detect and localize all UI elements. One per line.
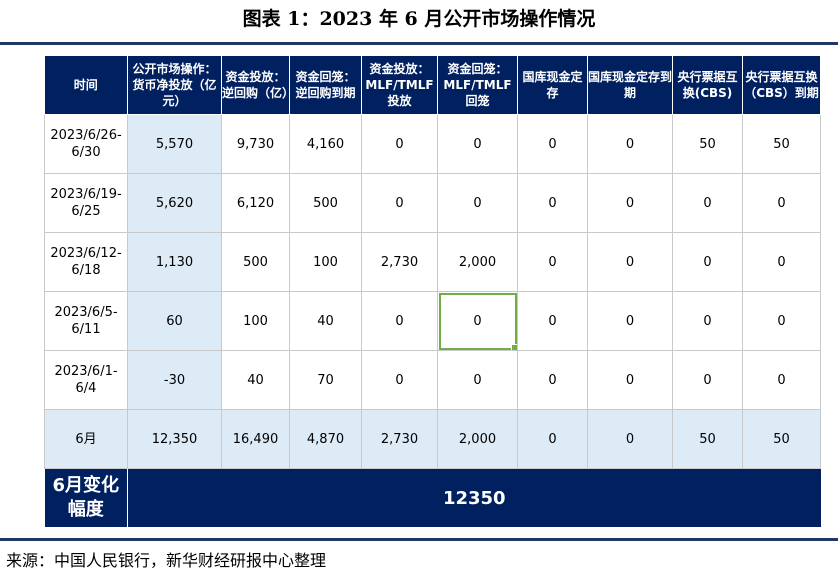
table-cell[interactable]: 50 xyxy=(742,409,821,469)
source-note: 来源：中国人民银行，新华财经研报中心整理 xyxy=(6,551,327,570)
table-cell[interactable]: 0 xyxy=(742,232,821,292)
table-cell[interactable]: 12,350 xyxy=(127,409,222,469)
table-row: 2023/6/26-6/30 5,570 9,730 4,160 0 0 0 0… xyxy=(44,114,821,174)
header-net-injection: 公开市场操作：货币净投放（亿元） xyxy=(127,56,222,115)
footer-row: 6月变化幅度 12350 xyxy=(44,468,821,527)
header-treasury-deposit-maturity: 国库现金定存到期 xyxy=(587,56,673,115)
table-cell[interactable]: 0 xyxy=(361,291,438,351)
fill-handle[interactable] xyxy=(511,344,517,350)
page-title: 图表 1：2023 年 6 月公开市场操作情况 xyxy=(242,8,596,30)
table-cell[interactable]: 2,000 xyxy=(437,409,518,469)
table-cell[interactable]: 1,130 xyxy=(127,232,222,292)
operations-table: 时间 公开市场操作：货币净投放（亿元） 资金投放：逆回购（亿） 资金回笼：逆回购… xyxy=(44,56,821,527)
table-cell[interactable]: 500 xyxy=(221,232,290,292)
table-cell[interactable]: 5,570 xyxy=(127,114,222,174)
table-cell[interactable]: 0 xyxy=(587,173,673,233)
table-cell[interactable]: 50 xyxy=(742,114,821,174)
top-rule xyxy=(0,42,838,45)
table-cell[interactable]: 0 xyxy=(587,350,673,410)
table-cell[interactable]: 50 xyxy=(672,114,743,174)
table-cell[interactable]: 16,490 xyxy=(221,409,290,469)
table-cell[interactable]: 70 xyxy=(289,350,362,410)
table-cell[interactable]: 6,120 xyxy=(221,173,290,233)
header-reverse-repo-injection: 资金投放：逆回购（亿） xyxy=(221,56,290,115)
table-row: 2023/6/19-6/25 5,620 6,120 500 0 0 0 0 0… xyxy=(44,173,821,233)
table-cell[interactable]: 0 xyxy=(587,232,673,292)
header-cbs-maturity: 央行票据互换（CBS）到期 xyxy=(742,56,821,115)
table-cell[interactable]: 0 xyxy=(742,291,821,351)
header-time: 时间 xyxy=(44,56,128,115)
table-cell[interactable]: 0 xyxy=(361,173,438,233)
table-row: 2023/6/12-6/18 1,130 500 100 2,730 2,000… xyxy=(44,232,821,292)
table-cell-value: 0 xyxy=(473,313,482,329)
table-cell[interactable]: 0 xyxy=(672,173,743,233)
bottom-rule xyxy=(0,538,838,541)
table-cell[interactable]: 0 xyxy=(437,173,518,233)
table-cell[interactable]: 0 xyxy=(517,232,588,292)
table-cell[interactable]: 0 xyxy=(587,291,673,351)
table-cell[interactable]: 0 xyxy=(672,232,743,292)
table-cell[interactable]: 0 xyxy=(587,114,673,174)
header-cbs: 央行票据互换(CBS) xyxy=(672,56,743,115)
table-cell[interactable]: 2,730 xyxy=(361,232,438,292)
table-cell[interactable]: 100 xyxy=(221,291,290,351)
table-cell[interactable]: 0 xyxy=(361,114,438,174)
footer-label: 6月变化幅度 xyxy=(44,468,128,527)
header-mlf-injection: 资金投放：MLF/TMLF投放 xyxy=(361,56,438,115)
header-reverse-repo-maturity: 资金回笼：逆回购到期 xyxy=(289,56,362,115)
table-cell[interactable]: 2023/6/1-6/4 xyxy=(44,350,128,410)
header-mlf-withdrawal: 资金回笼：MLF/TMLF回笼 xyxy=(437,56,518,115)
table-row-total: 6月 12,350 16,490 4,870 2,730 2,000 0 0 5… xyxy=(44,409,821,469)
table-cell[interactable]: 0 xyxy=(672,291,743,351)
table-cell[interactable]: 6月 xyxy=(44,409,128,469)
table-cell[interactable]: 0 xyxy=(517,114,588,174)
table-cell[interactable]: 0 xyxy=(437,350,518,410)
table-cell[interactable]: 9,730 xyxy=(221,114,290,174)
table-cell[interactable]: 2023/6/26-6/30 xyxy=(44,114,128,174)
header-row: 时间 公开市场操作：货币净投放（亿元） 资金投放：逆回购（亿） 资金回笼：逆回购… xyxy=(44,56,821,115)
table-cell[interactable]: 0 xyxy=(437,114,518,174)
header-treasury-deposit: 国库现金定存 xyxy=(517,56,588,115)
table-cell[interactable]: 40 xyxy=(221,350,290,410)
selected-cell[interactable]: 0 xyxy=(437,291,518,351)
table-cell[interactable]: 0 xyxy=(517,350,588,410)
table-cell[interactable]: 4,160 xyxy=(289,114,362,174)
table-cell[interactable]: 100 xyxy=(289,232,362,292)
table-cell[interactable]: 0 xyxy=(742,173,821,233)
table-row: 2023/6/1-6/4 -30 40 70 0 0 0 0 0 0 xyxy=(44,350,821,410)
table-cell[interactable]: 40 xyxy=(289,291,362,351)
table-cell[interactable]: -30 xyxy=(127,350,222,410)
footer-value: 12350 xyxy=(127,468,821,527)
table-cell[interactable]: 0 xyxy=(672,350,743,410)
table-cell[interactable]: 50 xyxy=(672,409,743,469)
table-cell[interactable]: 2023/6/19-6/25 xyxy=(44,173,128,233)
table-cell[interactable]: 0 xyxy=(517,173,588,233)
table-cell[interactable]: 2023/6/5-6/11 xyxy=(44,291,128,351)
table-cell[interactable]: 0 xyxy=(517,409,588,469)
table-cell[interactable]: 500 xyxy=(289,173,362,233)
table-cell[interactable]: 0 xyxy=(517,291,588,351)
table-cell[interactable]: 2023/6/12-6/18 xyxy=(44,232,128,292)
table-row: 2023/6/5-6/11 60 100 40 0 0 0 0 0 0 xyxy=(44,291,821,351)
table-cell[interactable]: 0 xyxy=(742,350,821,410)
table-cell[interactable]: 60 xyxy=(127,291,222,351)
table-cell[interactable]: 0 xyxy=(587,409,673,469)
table-cell[interactable]: 5,620 xyxy=(127,173,222,233)
table-cell[interactable]: 2,000 xyxy=(437,232,518,292)
table-cell[interactable]: 0 xyxy=(361,350,438,410)
table-cell[interactable]: 2,730 xyxy=(361,409,438,469)
table-cell[interactable]: 4,870 xyxy=(289,409,362,469)
